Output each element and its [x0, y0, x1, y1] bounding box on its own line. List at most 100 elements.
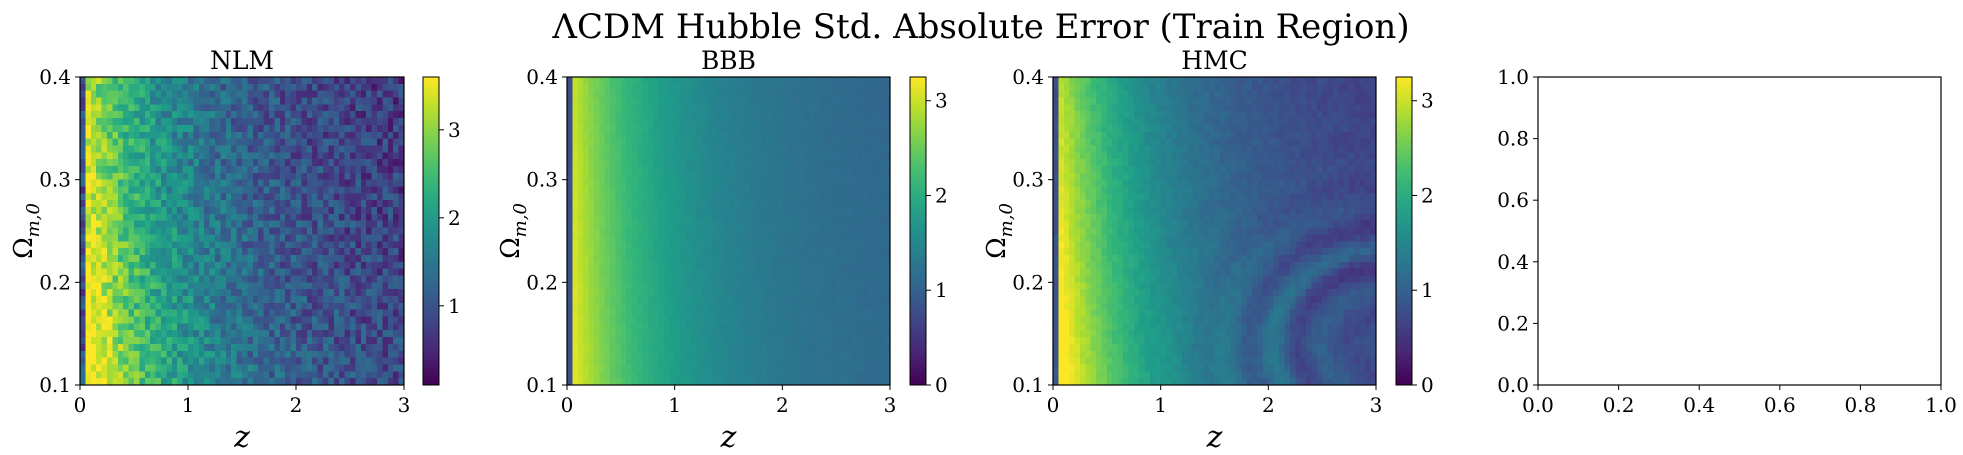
heatmap-cell — [177, 77, 184, 85]
heatmap-cell — [599, 248, 606, 256]
heatmap-cell — [750, 152, 757, 160]
heatmap-cell — [636, 104, 643, 112]
heatmap-cell — [852, 159, 859, 167]
heatmap-cell — [204, 220, 211, 229]
heatmap-cell — [685, 104, 692, 112]
heatmap-cell — [647, 165, 654, 174]
heatmap-cell — [830, 220, 837, 229]
heatmap-cell — [150, 343, 157, 352]
heatmap-cell — [128, 179, 135, 188]
heatmap-cell — [306, 207, 313, 215]
heatmap-cell — [85, 378, 92, 386]
heatmap-cell — [615, 227, 622, 236]
heatmap-cell — [123, 323, 130, 331]
heatmap-cell — [680, 323, 687, 331]
heatmap-cell — [663, 186, 670, 194]
heatmap-cell — [171, 323, 178, 331]
heatmap-cell — [755, 172, 762, 181]
heatmap-cell — [610, 159, 617, 167]
heatmap-cell — [868, 268, 875, 277]
heatmap-cell — [171, 159, 178, 167]
heatmap-cell — [225, 248, 232, 256]
heatmap-cell — [846, 316, 853, 324]
heatmap-cell — [90, 90, 97, 99]
heatmap-cell — [863, 138, 870, 147]
heatmap-cell — [398, 77, 405, 85]
heatmap-cell — [798, 193, 805, 201]
heatmap-cell — [144, 111, 151, 119]
heatmap-cell — [809, 234, 816, 242]
heatmap-cell — [117, 172, 124, 181]
heatmap-cell — [631, 165, 638, 174]
heatmap-cell — [117, 165, 124, 174]
heatmap-cell — [101, 364, 108, 372]
heatmap-cell — [760, 282, 767, 290]
heatmap-cell — [236, 207, 243, 215]
heatmap-cell — [588, 83, 595, 92]
heatmap-cell — [636, 261, 643, 270]
heatmap-cell — [771, 241, 778, 249]
heatmap-cell — [825, 111, 832, 119]
heatmap-cell — [215, 261, 221, 270]
heatmap-cell — [344, 296, 351, 304]
heatmap-cell — [333, 371, 340, 379]
heatmap-cell — [215, 248, 221, 256]
heatmap-cell — [139, 357, 146, 366]
heatmap-cell — [333, 145, 340, 153]
heatmap-cell — [274, 289, 281, 297]
heatmap-cell — [231, 248, 238, 256]
heatmap-cell — [80, 77, 86, 85]
heatmap-cell — [631, 172, 638, 181]
heatmap-cell — [166, 378, 173, 386]
heatmap-cell — [171, 241, 178, 249]
heatmap-cell — [728, 213, 735, 222]
heatmap-cell — [642, 193, 649, 201]
heatmap-cell — [204, 337, 211, 345]
heatmap-cell — [290, 268, 297, 277]
heatmap-cell — [258, 248, 265, 256]
heatmap-cell — [225, 90, 232, 99]
heatmap-cell — [323, 371, 329, 379]
heatmap-cell — [274, 296, 281, 304]
heatmap-cell — [852, 213, 859, 222]
heatmap-cell — [306, 323, 313, 331]
heatmap-cell — [366, 159, 373, 167]
heatmap-cell — [599, 111, 606, 119]
heatmap-cell — [269, 90, 275, 99]
heatmap-cell — [653, 200, 660, 208]
heatmap-cell — [144, 364, 151, 372]
heatmap-cell — [733, 145, 740, 153]
heatmap-cell — [723, 159, 730, 167]
heatmap-cell — [382, 337, 389, 345]
heatmap-cell — [204, 118, 211, 126]
heatmap-cell — [642, 268, 649, 277]
heatmap-cell — [642, 316, 649, 324]
heatmap-cell — [387, 172, 394, 181]
heatmap-cell — [377, 152, 383, 160]
heatmap-cell — [717, 131, 724, 140]
heatmap-cell — [393, 172, 400, 181]
heatmap-cell — [209, 357, 216, 366]
heatmap-cell — [252, 124, 259, 133]
heatmap-cell — [312, 316, 319, 324]
heatmap-cell — [220, 213, 227, 222]
heatmap-cell — [393, 118, 400, 126]
heatmap-cell — [290, 186, 297, 194]
heatmap-cell — [236, 152, 243, 160]
heatmap-cell — [636, 254, 643, 263]
heatmap-cell — [696, 316, 703, 324]
heatmap-cell — [803, 186, 810, 194]
heatmap-cell — [328, 124, 335, 133]
heatmap-cell — [382, 364, 389, 372]
heatmap-cell — [836, 186, 843, 194]
heatmap-cell — [393, 261, 400, 270]
heatmap-cell — [236, 186, 243, 194]
heatmap-cell — [760, 227, 767, 236]
heatmap-cell — [846, 234, 853, 242]
heatmap-cell — [620, 152, 627, 160]
heatmap-cell — [814, 213, 821, 222]
heatmap-cell — [615, 254, 622, 263]
heatmap-cell — [350, 207, 356, 215]
heatmap-cell — [355, 254, 362, 263]
heatmap-cell — [328, 172, 335, 181]
